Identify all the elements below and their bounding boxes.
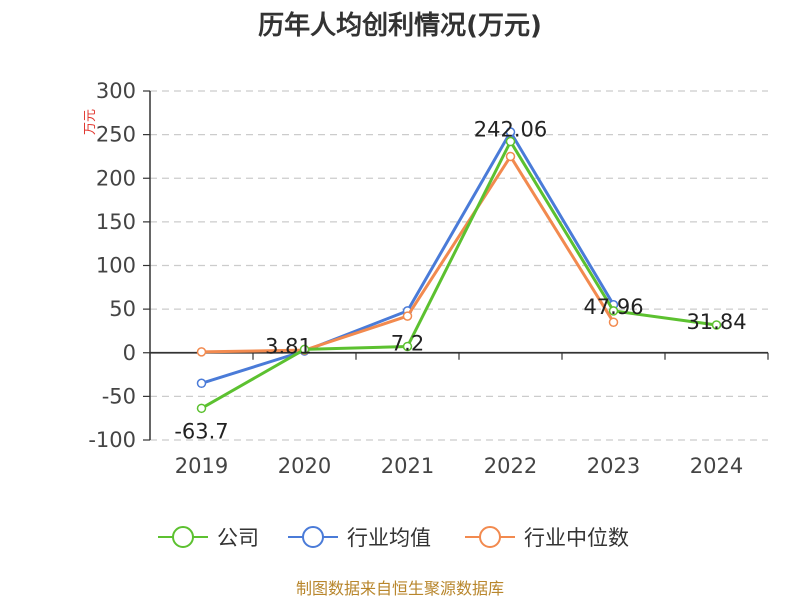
- data-point: [505, 127, 516, 137]
- data-label: 47.96: [583, 295, 643, 319]
- data-label: 242.06: [474, 118, 547, 142]
- legend-swatch-marker: [172, 526, 194, 548]
- data-label: 31.84: [686, 310, 746, 334]
- legend-item-2: 行业中位数: [465, 526, 629, 550]
- chart-title: 历年人均创利情况(万元): [258, 10, 542, 41]
- legend-label: 行业均值: [347, 526, 431, 550]
- legend-label: 公司: [217, 526, 259, 550]
- x-tick-label: 2019: [175, 454, 228, 478]
- data-label: 3.81: [265, 334, 312, 358]
- y-tick-label: 250: [96, 123, 136, 147]
- legend-item-1: 行业均值: [288, 526, 431, 550]
- data-labels: -63.7 3.81 7.2 242.06 47.96 31.84: [174, 118, 746, 444]
- data-point: [299, 344, 310, 355]
- data-point: [196, 403, 207, 414]
- data-point: [711, 320, 722, 330]
- x-tick-label: 2021: [381, 454, 434, 478]
- data-label: -63.7: [174, 419, 228, 443]
- y-tick-label: 50: [109, 297, 136, 321]
- legend: 公司 行业均值 行业中位数: [158, 526, 629, 550]
- x-tick-label: 2024: [690, 454, 743, 478]
- data-point: [402, 311, 413, 321]
- y-tick-label: 100: [96, 254, 136, 278]
- data-point: [196, 378, 207, 389]
- x-tick-label: 2023: [587, 454, 640, 478]
- data-point: [505, 151, 516, 162]
- legend-swatch-marker: [302, 526, 324, 548]
- legend-swatch-marker: [479, 526, 501, 548]
- y-tick-label: 200: [96, 166, 136, 190]
- source-note: 制图数据来自恒生聚源数据库: [296, 579, 504, 598]
- y-tick-label: 150: [96, 210, 136, 234]
- series-line-0: [200, 140, 717, 410]
- x-tick-label: 2022: [484, 454, 537, 478]
- grid: [150, 90, 768, 441]
- y-axis-label: 万元: [83, 109, 98, 135]
- x-tick-label: 2020: [278, 454, 331, 478]
- data-label: 7.2: [391, 331, 424, 355]
- data-point: [608, 306, 619, 316]
- legend-item-0: 公司: [158, 526, 259, 550]
- y-tick-label: -100: [88, 428, 136, 452]
- series-line-2: [201, 154, 615, 354]
- data-point: [608, 317, 619, 327]
- data-point: [505, 136, 516, 147]
- series: [196, 127, 722, 414]
- y-tick-label: -50: [102, 384, 136, 408]
- data-point: [196, 347, 207, 357]
- axes: -100 -50 0 50 100 150 200 250 300 2019 2020 2021 202…: [88, 79, 769, 478]
- y-tick-label: 0: [123, 341, 136, 365]
- legend-label: 行业中位数: [524, 526, 629, 550]
- y-tick-label: 300: [96, 79, 136, 103]
- data-point: [402, 341, 413, 352]
